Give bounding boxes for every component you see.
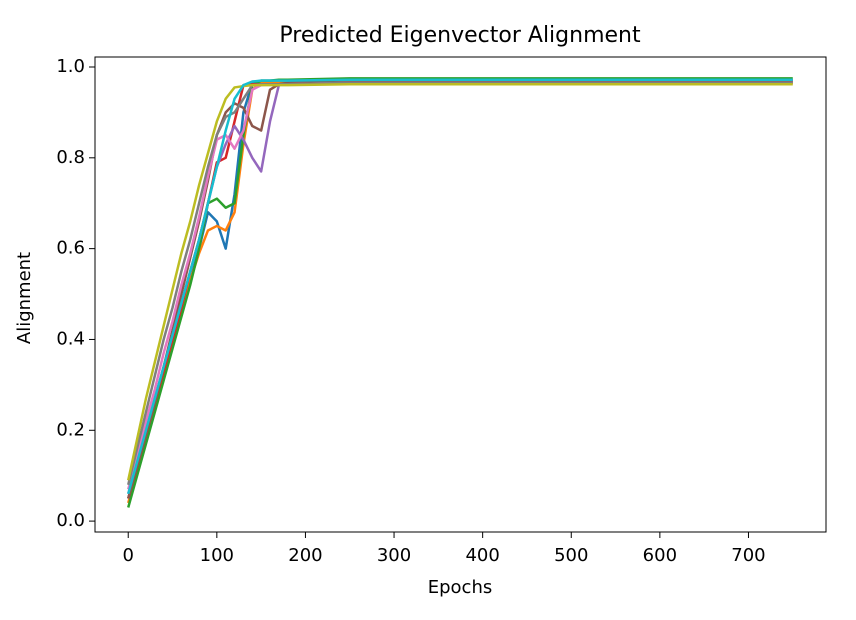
plot-frame [94, 56, 827, 533]
series-line [127, 83, 793, 481]
y-tick-label: 0.8 [56, 147, 85, 168]
y-tick-label: 0.0 [56, 510, 85, 531]
chart-title: Predicted Eigenvector Alignment [279, 23, 641, 48]
y-tick-label: 0.4 [56, 328, 85, 349]
series-line [127, 81, 793, 486]
x-tick-label: 600 [643, 545, 677, 566]
x-tick-label: 500 [554, 545, 588, 566]
y-tick-label: 0.6 [56, 238, 85, 259]
y-axis-label: Alignment [14, 252, 35, 344]
x-axis-label: Epochs [428, 577, 493, 598]
x-tick-label: 100 [200, 545, 234, 566]
series-line [127, 77, 793, 508]
x-tick-label: 200 [288, 545, 322, 566]
y-tick-label: 0.2 [56, 419, 85, 440]
x-tick-label: 0 [123, 545, 134, 566]
series-line [127, 78, 793, 495]
x-tick-label: 700 [731, 545, 765, 566]
x-tick-label: 300 [377, 545, 411, 566]
y-tick-label: 1.0 [56, 56, 85, 77]
x-tick-label: 400 [465, 545, 499, 566]
